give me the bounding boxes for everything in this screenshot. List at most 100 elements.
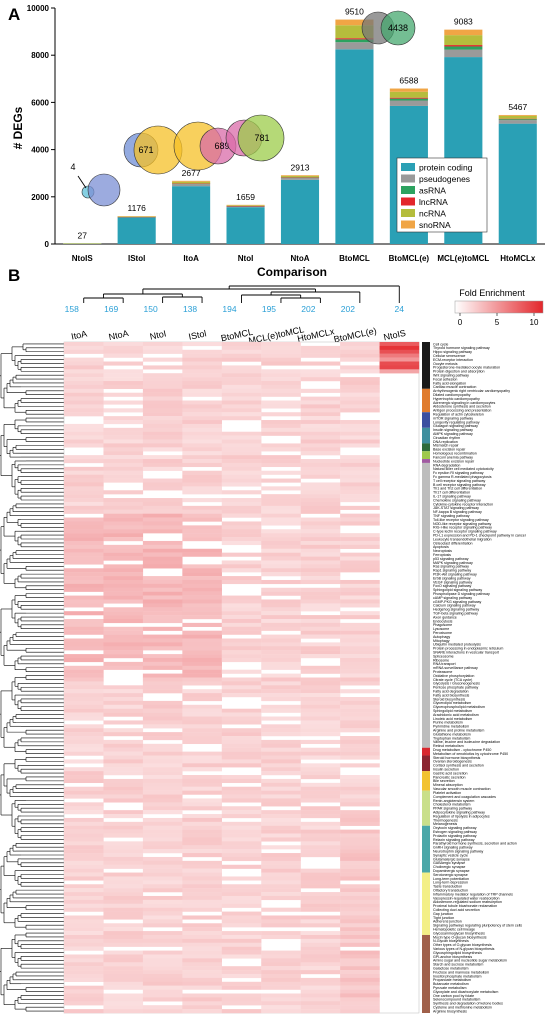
heatmap-cell: [142, 447, 183, 452]
heatmap-cell: [300, 732, 341, 737]
heatmap-cell: [182, 537, 222, 542]
heatmap-cell: [221, 856, 262, 862]
pathway-label: Arrhythmogenic right ventricular cardiom…: [433, 389, 510, 393]
heatmap-cell: [142, 638, 183, 643]
heatmap-cell: [103, 384, 144, 390]
heatmap-cell: [142, 767, 183, 772]
heatmap-cell: [182, 478, 222, 483]
heatmap-cell: [103, 864, 144, 869]
heatmap-cell: [142, 919, 183, 924]
heatmap-cell: [300, 841, 341, 846]
heatmap-cell: [142, 384, 183, 390]
heatmap-cell: [142, 915, 183, 920]
pathway-label: Fc epsilon RI signaling pathway: [433, 471, 484, 475]
heatmap-cell: [261, 673, 301, 678]
pathway-label: Adipocytokine signaling pathway: [433, 810, 485, 814]
category-block: [422, 412, 430, 428]
pathway-label: RNA transport: [433, 662, 456, 666]
heatmap-cell: [103, 763, 144, 768]
heatmap-cell: [261, 579, 301, 585]
heatmap-cell: [142, 993, 183, 998]
heatmap-cell: [64, 552, 104, 557]
heatmap-cell: [221, 841, 262, 846]
heatmap-cell: [221, 533, 262, 538]
heatmap-cell: [261, 993, 301, 998]
venn-circle: [237, 114, 285, 162]
heatmap-cell: [64, 845, 104, 850]
heatmap-cell: [261, 349, 301, 354]
heatmap-cell: [182, 817, 222, 823]
heatmap-cell: [182, 938, 222, 943]
heatmap-cell: [64, 544, 104, 549]
heatmap-cell: [340, 689, 380, 694]
bar-total-label: 2677: [182, 168, 201, 178]
pathway-label: Cholesterol metabolism: [433, 803, 471, 807]
heatmap-cell: [221, 814, 262, 819]
heatmap-cell: [182, 829, 222, 834]
heatmap-cell: [182, 778, 222, 784]
heatmap-cell: [221, 509, 262, 514]
heatmap-cell: [182, 611, 222, 616]
heatmap-cell: [103, 751, 144, 756]
pathway-label: Cysteine and methionine metabolism: [433, 1006, 492, 1010]
heatmap-cell: [261, 661, 301, 666]
heatmap-cell: [221, 529, 262, 534]
legend-title: Fold Enrichment: [459, 288, 525, 298]
heatmap-cell: [142, 404, 183, 409]
heatmap-cell: [340, 482, 380, 487]
heatmap-cell: [340, 853, 380, 858]
heatmap-cell: [64, 993, 104, 998]
heatmap-cell: [142, 989, 183, 994]
heatmap-cell: [142, 942, 183, 947]
heatmap-cell: [103, 790, 144, 795]
heatmap-cell: [103, 568, 144, 573]
pathway-label: Inositol phosphate metabolism: [433, 974, 482, 978]
heatmap-cell: [300, 697, 341, 702]
heatmap-cell: [182, 622, 222, 627]
venn-overlap-label: 781: [254, 133, 269, 143]
heatmap-cell: [379, 349, 420, 354]
venn-group: 4 671 689 781 4438: [70, 10, 416, 207]
heatmap-cell: [340, 349, 380, 354]
heatmap-cell: [182, 907, 222, 912]
heatmap-cell: [182, 412, 222, 417]
pathway-label: VEGF signaling pathway: [433, 580, 473, 584]
heatmap-cell: [64, 568, 104, 573]
heatmap-cell: [142, 626, 183, 631]
heatmap-cell: [64, 408, 104, 413]
heatmap-cell: [261, 977, 301, 982]
pathway-label: Sphingolipid metabolism: [433, 709, 472, 713]
heatmap-cell: [340, 782, 380, 787]
heatmap-cell: [340, 681, 380, 686]
pathway-label: Mitophagy: [433, 639, 450, 643]
heatmap-cell: [300, 915, 341, 920]
pathway-label: Cell cycle: [433, 342, 448, 346]
bar-segment: [444, 49, 483, 58]
bar-total-label: 9083: [454, 17, 473, 27]
bar-segment: [280, 179, 320, 244]
heatmap-cell: [103, 950, 144, 955]
heatmap-cell: [182, 357, 222, 362]
heatmap-cell: [103, 895, 144, 901]
heatmap-cell: [142, 595, 183, 600]
x-tick-label: ItoA: [183, 254, 199, 263]
pathway-label: Progesterone-mediated oocyte maturation: [433, 366, 500, 370]
heatmap-cell: [103, 591, 144, 596]
heatmap-cell: [261, 412, 301, 417]
pathway-label: Osteoclast differentiation: [433, 541, 473, 545]
heatmap-cell: [182, 381, 222, 386]
heatmap-cell: [142, 981, 183, 986]
pathway-label: Citrate cycle (TCA cycle): [433, 678, 472, 682]
heatmap-cell: [340, 704, 380, 709]
heatmap-cell: [182, 1001, 222, 1006]
heatmap-cell: [182, 860, 222, 865]
heatmap-cell: [261, 607, 301, 612]
heatmap-cell: [142, 841, 183, 846]
heatmap-cell: [300, 505, 341, 510]
heatmap-cell: [103, 977, 144, 982]
heatmap-cell: [221, 622, 262, 627]
heatmap-cell: [64, 685, 104, 690]
heatmap-cell: [64, 521, 104, 526]
bar-segment: [335, 49, 374, 244]
heatmap-cell: [221, 689, 262, 694]
